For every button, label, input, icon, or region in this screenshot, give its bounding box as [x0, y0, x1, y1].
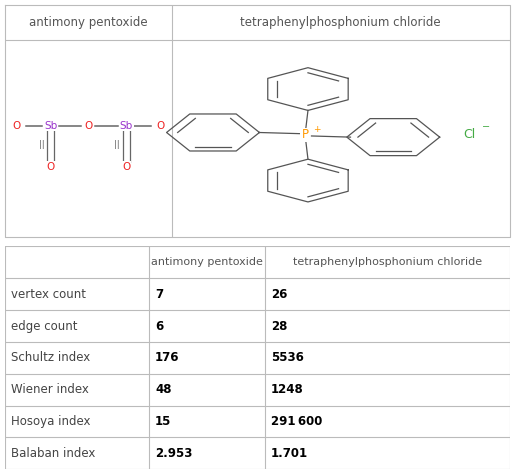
Text: −: −	[482, 122, 490, 132]
Text: +: +	[313, 125, 320, 134]
Text: 48: 48	[155, 383, 171, 396]
Text: Cl: Cl	[464, 128, 475, 141]
Text: tetraphenylphosphonium chloride: tetraphenylphosphonium chloride	[241, 16, 441, 28]
Text: 1.701: 1.701	[271, 447, 308, 460]
Text: 291 600: 291 600	[271, 415, 322, 428]
Text: Balaban index: Balaban index	[11, 447, 96, 460]
Text: Sb: Sb	[44, 120, 57, 130]
Text: O: O	[12, 120, 21, 130]
Text: P: P	[302, 128, 309, 141]
Text: vertex count: vertex count	[11, 288, 86, 301]
Text: Wiener index: Wiener index	[11, 383, 89, 396]
Text: antimony pentoxide: antimony pentoxide	[29, 16, 148, 28]
Text: 5536: 5536	[271, 351, 304, 365]
Text: 26: 26	[271, 288, 287, 301]
Text: ||: ||	[39, 140, 44, 148]
Text: O: O	[157, 120, 165, 130]
Text: edge count: edge count	[11, 319, 78, 333]
Text: 2.953: 2.953	[155, 447, 193, 460]
Text: 6: 6	[155, 319, 163, 333]
Text: Sb: Sb	[119, 120, 133, 130]
Text: antimony pentoxide: antimony pentoxide	[151, 257, 263, 267]
Text: Schultz index: Schultz index	[11, 351, 91, 365]
Text: tetraphenylphosphonium chloride: tetraphenylphosphonium chloride	[293, 257, 482, 267]
Text: 28: 28	[271, 319, 287, 333]
Text: 15: 15	[155, 415, 171, 428]
Text: O: O	[46, 162, 55, 173]
Text: 176: 176	[155, 351, 180, 365]
Text: 7: 7	[155, 288, 163, 301]
Text: O: O	[122, 162, 130, 173]
Text: 1248: 1248	[271, 383, 304, 396]
Text: Hosoya index: Hosoya index	[11, 415, 91, 428]
Text: O: O	[84, 120, 93, 130]
Text: ||: ||	[114, 140, 120, 148]
